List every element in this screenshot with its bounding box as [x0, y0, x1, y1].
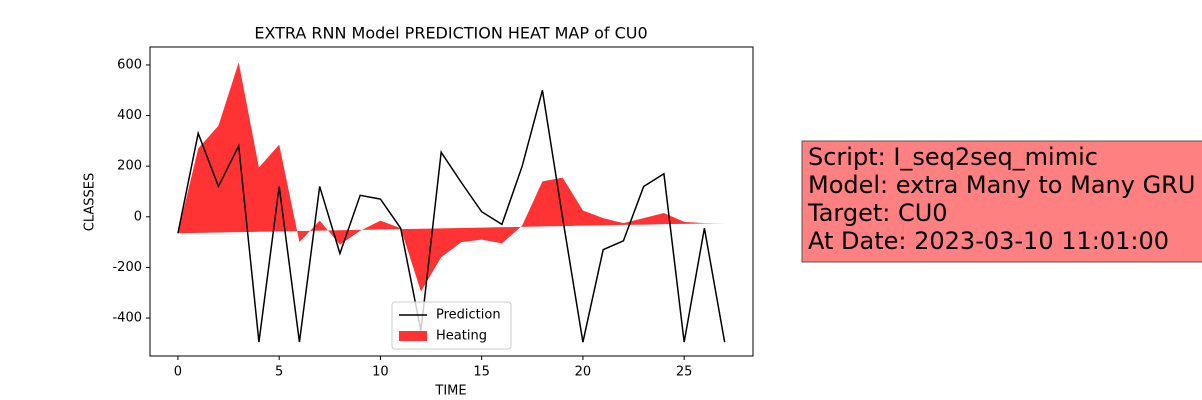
x-axis-label: TIME [434, 384, 466, 399]
prediction-line [177, 90, 726, 343]
y-tick-label: 200 [117, 159, 142, 174]
legend-label: Prediction [436, 308, 501, 323]
y-tick-label: 0 [134, 209, 142, 224]
y-axis-label: CLASSES [83, 173, 98, 231]
y-tick-label: 600 [117, 57, 142, 72]
annotation-line: Model: extra Many to Many GRU [808, 171, 1195, 199]
heating-area [177, 62, 725, 292]
x-tick-label: 0 [174, 365, 182, 380]
annotation-box [801, 140, 1202, 263]
legend-swatch [399, 331, 427, 341]
x-tick-label: 10 [372, 365, 389, 380]
legend-label: Heating [436, 329, 487, 344]
x-tick-label: 15 [473, 365, 490, 380]
annotation-line: Target: CU0 [807, 199, 948, 227]
x-tick-label: 25 [676, 365, 693, 380]
chart-title: EXTRA RNN Model PREDICTION HEAT MAP of C… [254, 24, 647, 43]
annotation-line: At Date: 2023-03-10 11:01:00 [808, 227, 1169, 255]
annotation-line: Script: I_seq2seq_mimic [808, 143, 1098, 171]
x-tick-label: 5 [275, 365, 283, 380]
y-tick-label: -400 [112, 311, 142, 326]
plot-frame [149, 46, 754, 357]
x-tick-label: 20 [575, 365, 592, 380]
y-tick-label: -200 [112, 260, 142, 275]
y-tick-label: 400 [117, 108, 142, 123]
